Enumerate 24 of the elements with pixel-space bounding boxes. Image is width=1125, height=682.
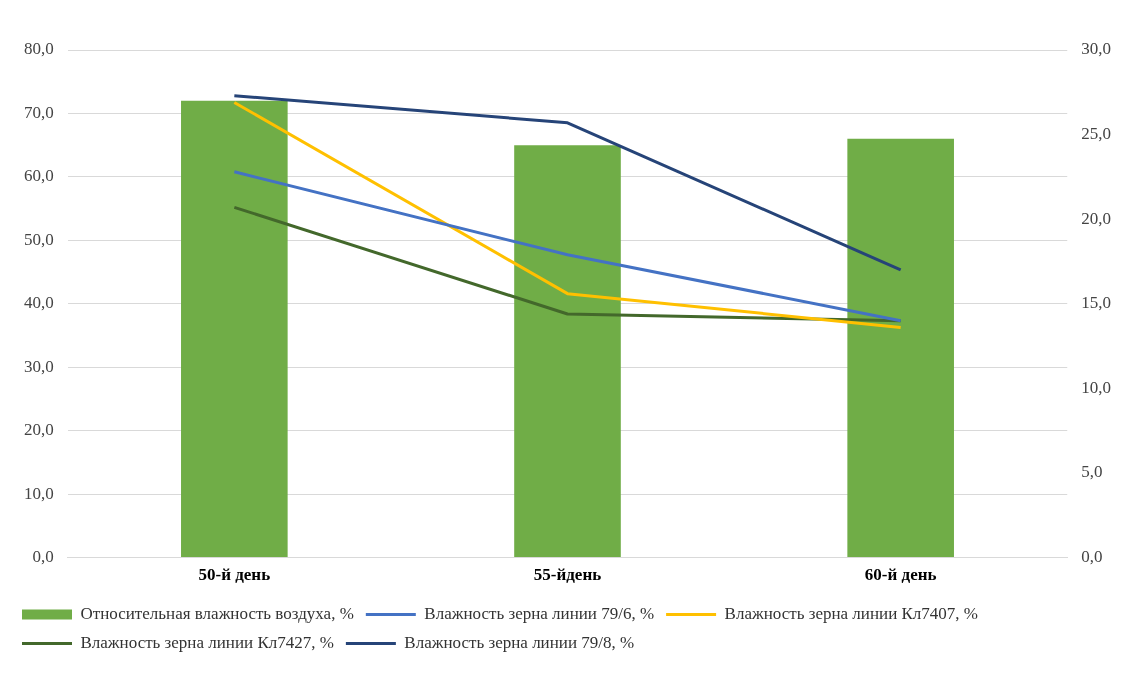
y2-tick-label: 5,0 xyxy=(1081,462,1103,482)
y-tick-label: 20,0 xyxy=(24,420,54,440)
y2-tick-label: 20,0 xyxy=(1081,208,1111,228)
y2-tick-label: 30,0 xyxy=(1081,39,1111,59)
y2-tick-label: 10,0 xyxy=(1081,377,1111,397)
y-tick-label: 10,0 xyxy=(24,483,54,503)
y2-tick-label: 15,0 xyxy=(1081,293,1111,313)
y-tick-label: 0,0 xyxy=(32,547,54,567)
y-tick-label: 50,0 xyxy=(24,229,54,249)
y-tick-label: 30,0 xyxy=(24,356,54,376)
legend-label: Влажность зерна линии Кл7427, % xyxy=(80,632,334,652)
y-tick-label: 40,0 xyxy=(24,293,54,313)
legend-label: Влажность зерна линии Кл7407, % xyxy=(724,603,978,623)
y-tick-label: 60,0 xyxy=(24,166,54,186)
x-tick-label: 60-й день xyxy=(864,565,937,585)
legend-label: Относительная влажность воздуха, % xyxy=(80,603,354,623)
y2-tick-label: 25,0 xyxy=(1081,124,1111,144)
x-tick-label: 50-й день xyxy=(198,565,271,585)
legend-label: Влажность зерна линии 79/6, % xyxy=(424,603,655,623)
y-tick-label: 70,0 xyxy=(24,102,54,122)
legend-label: Влажность зерна линии 79/8, % xyxy=(404,632,635,652)
y2-tick-label: 0,0 xyxy=(1081,547,1103,567)
x-tick-label: 55-йдень xyxy=(533,565,602,585)
y-tick-label: 80,0 xyxy=(24,39,54,59)
